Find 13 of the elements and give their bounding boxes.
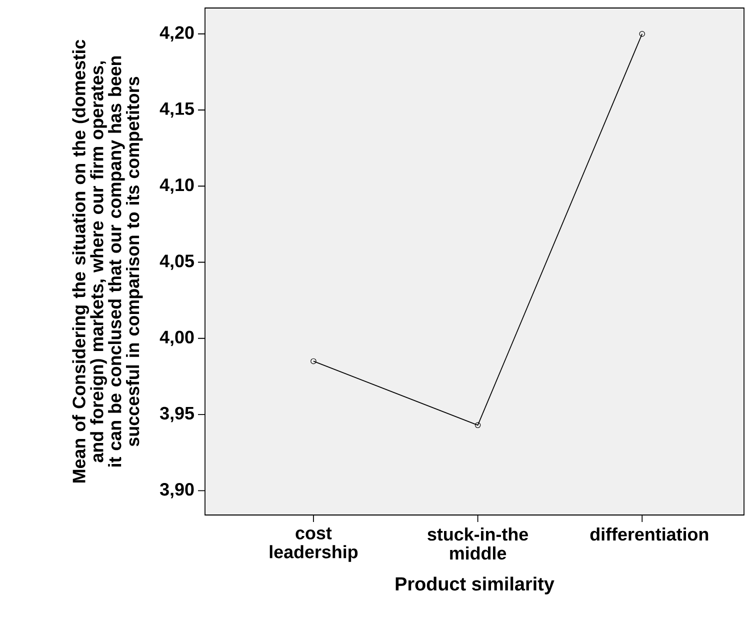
y-tick-label: 3,90 [160,482,194,498]
y-tick-label: 4,10 [160,178,194,194]
y-tick-label: 4,15 [160,102,194,118]
x-axis-title: Product similarity [396,576,554,594]
y-tick-label: 3,95 [160,406,194,422]
y-tick-label: 4,00 [160,330,194,346]
x-tick-label: stuck-in-the middle [428,528,528,560]
point [474,422,481,428]
x-tick-label: differentiation [590,528,708,541]
y-tick-label: 4,05 [160,254,194,270]
x-tick-label: cost leadership [270,528,358,562]
y-tick-label: 4,20 [160,26,194,42]
y-axis-title: Mean of Considering the situation on the (domestic and foreign) markets, where our firm operates, it can be conclused that our company has been succesful in comparison to its competitors [72,40,143,482]
